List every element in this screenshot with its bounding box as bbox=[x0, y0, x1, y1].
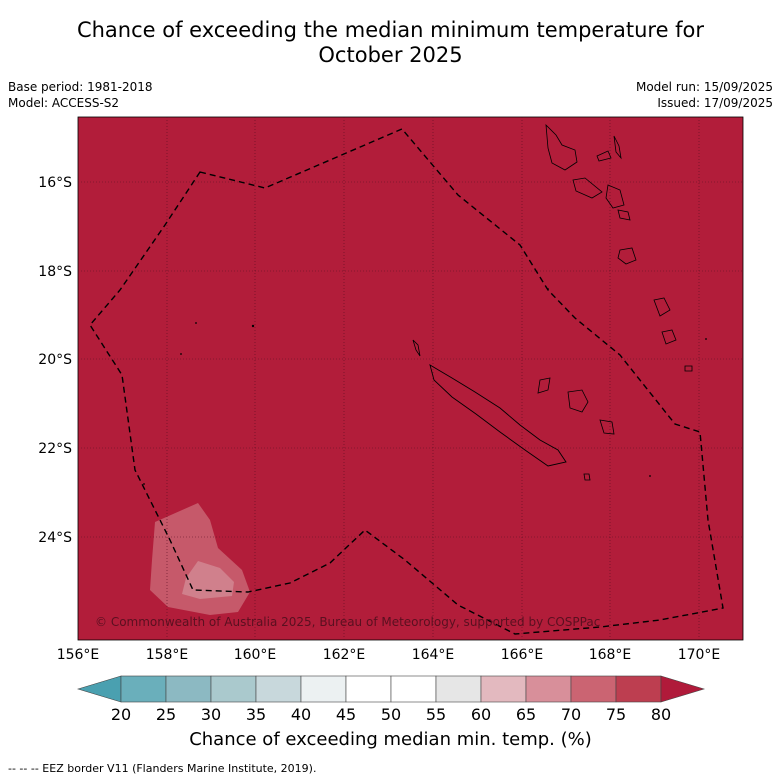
grid-lines bbox=[78, 117, 743, 640]
title-line-1: Chance of exceeding the median minimum t… bbox=[76, 18, 705, 42]
erromango-coast bbox=[653, 297, 671, 317]
anomaly-patch-inner bbox=[182, 561, 234, 599]
latitude-labels: 16°S 18°S 20°S 22°S 24°S bbox=[38, 175, 72, 546]
model-name: Model: ACCESS-S2 bbox=[8, 96, 120, 110]
lon-label-156e: 156°E bbox=[57, 647, 100, 663]
colorbar-ticks: 20 25 30 35 40 45 50 55 60 65 70 75 80 bbox=[111, 705, 671, 724]
colorbar-tick-20: 20 bbox=[111, 705, 131, 724]
colorbar-tick-80: 80 bbox=[651, 705, 671, 724]
lon-label-164e: 164°E bbox=[412, 647, 455, 663]
colorbar-segment-55-60 bbox=[435, 675, 482, 703]
eez-border bbox=[89, 128, 724, 635]
map-title: Chance of exceeding the median minimum t… bbox=[0, 18, 781, 68]
colorbar-segment-20-25 bbox=[120, 675, 167, 703]
colorbar-segment-30-35 bbox=[210, 675, 257, 703]
mare-coast bbox=[599, 419, 615, 435]
colorbar-segment-75-80 bbox=[615, 675, 662, 703]
longitude-labels: 156°E 158°E 160°E 162°E 164°E 166°E 168°… bbox=[57, 647, 721, 663]
colorbar-segment-65-70 bbox=[525, 675, 572, 703]
epi-coast bbox=[617, 209, 631, 221]
colorbar-tick-70: 70 bbox=[561, 705, 581, 724]
colorbar-segment-50-55 bbox=[390, 675, 437, 703]
meta-left: Base period: 1981-2018 Model: ACCESS-S2 bbox=[8, 79, 153, 111]
lat-label-16s: 16°S bbox=[38, 175, 72, 191]
colorbar-tick-35: 35 bbox=[246, 705, 266, 724]
colorbar-tick-40: 40 bbox=[291, 705, 311, 724]
lon-label-158e: 158°E bbox=[146, 647, 189, 663]
title-line-2: October 2025 bbox=[318, 43, 463, 67]
maewo-coast bbox=[596, 150, 612, 162]
copyright-text: © Commonwealth of Australia 2025, Bureau… bbox=[95, 615, 600, 629]
colorbar-tick-75: 75 bbox=[606, 705, 626, 724]
efate-coast bbox=[617, 247, 637, 265]
colorbar-tick-45: 45 bbox=[336, 705, 356, 724]
ambrym-coast bbox=[605, 184, 625, 209]
colorbar-segment-70-75 bbox=[570, 675, 617, 703]
model-run: Model run: 15/09/2025 bbox=[635, 80, 773, 94]
lon-label-166e: 166°E bbox=[501, 647, 544, 663]
lon-label-168e: 168°E bbox=[589, 647, 632, 663]
malakula-coast bbox=[572, 177, 603, 199]
colorbar-tick-55: 55 bbox=[426, 705, 446, 724]
colorbar-tick-25: 25 bbox=[156, 705, 176, 724]
meta-right: Model run: 15/09/2025 Issued: 17/09/2025 bbox=[636, 79, 773, 111]
reef-dots bbox=[143, 288, 707, 485]
colorbar-tick-60: 60 bbox=[471, 705, 491, 724]
lon-label-160e: 160°E bbox=[234, 647, 277, 663]
isle-of-pines-coast bbox=[583, 473, 591, 481]
espiritu-santo-coast bbox=[545, 123, 578, 171]
eez-legend-note: -- -- -- EEZ border V11 (Flanders Marine… bbox=[8, 762, 317, 775]
lat-label-24s: 24°S bbox=[38, 530, 72, 546]
ouvea-coast bbox=[537, 377, 551, 394]
lat-label-20s: 20°S bbox=[38, 352, 72, 368]
colorbar-segment-45-50 bbox=[345, 675, 392, 703]
colorbar-low-arrow bbox=[76, 675, 122, 703]
new-caledonia-coast bbox=[429, 364, 567, 467]
colorbar-segment-35-40 bbox=[255, 675, 302, 703]
colorbar-label: Chance of exceeding median min. temp. (%… bbox=[189, 729, 592, 750]
colorbar-tick-50: 50 bbox=[381, 705, 401, 724]
lon-label-162e: 162°E bbox=[323, 647, 366, 663]
lat-label-22s: 22°S bbox=[38, 441, 72, 457]
colorbar-tick-65: 65 bbox=[516, 705, 536, 724]
colorbar-segment-60-65 bbox=[480, 675, 527, 703]
lat-label-18s: 18°S bbox=[38, 264, 72, 280]
belep-islands-coast bbox=[412, 339, 421, 357]
colorbar-segment-40-45 bbox=[300, 675, 347, 703]
base-period: Base period: 1981-2018 bbox=[8, 80, 153, 94]
lifou-coast bbox=[567, 389, 589, 413]
pentecost-coast bbox=[613, 135, 622, 160]
colorbar-high-arrow bbox=[660, 675, 706, 703]
aneityum-coast bbox=[684, 365, 693, 372]
colorbar-tick-30: 30 bbox=[201, 705, 221, 724]
colorbar bbox=[76, 675, 706, 703]
lon-label-170e: 170°E bbox=[678, 647, 721, 663]
issued-date: Issued: 17/09/2025 bbox=[657, 96, 773, 110]
tanna-coast bbox=[661, 329, 677, 345]
colorbar-segment-25-30 bbox=[165, 675, 212, 703]
